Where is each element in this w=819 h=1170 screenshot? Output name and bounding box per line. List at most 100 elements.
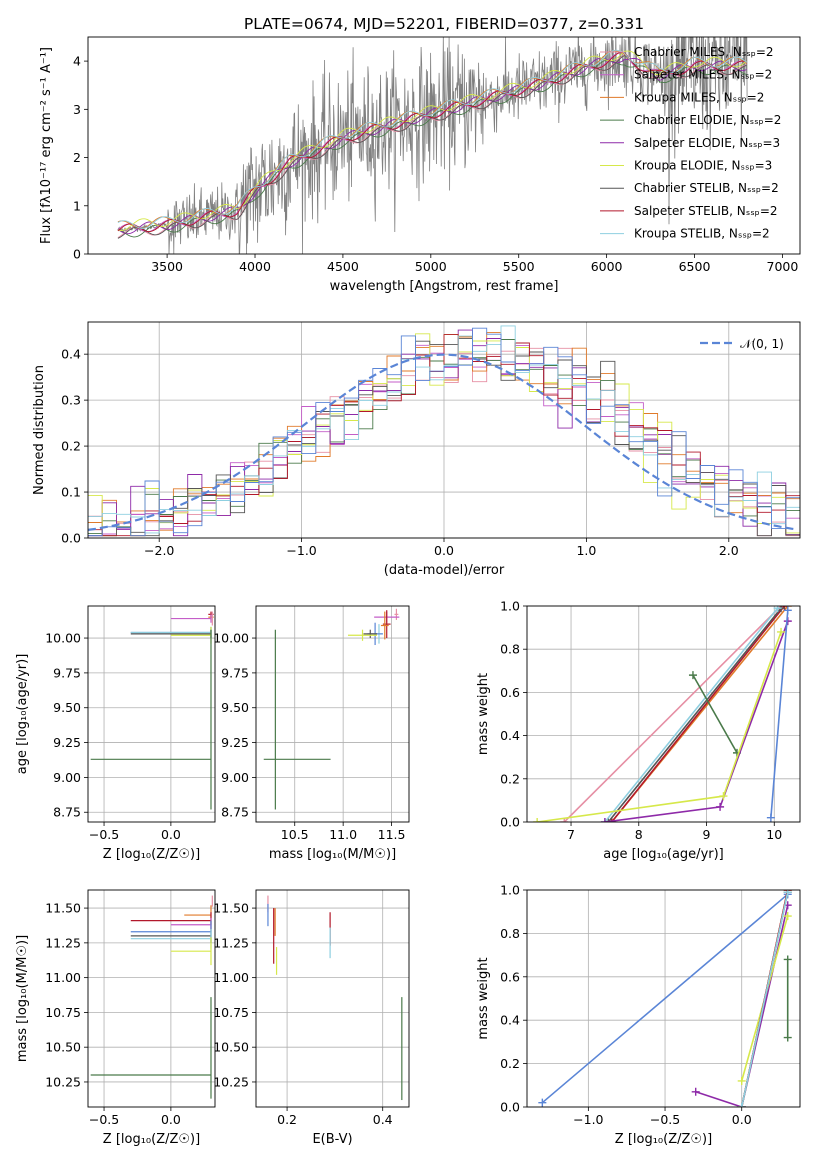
y-tick-label: 1.0 [500,599,520,614]
axes-frame [526,889,801,1108]
y-tick-label: 8.75 [221,805,249,820]
x-tick-label: 0.0 [161,827,181,842]
error-point-3 [380,611,389,640]
weight-marker [688,671,697,680]
legend-label: Salpeter MILES, Nₛₛₚ=2 [634,68,772,82]
axes-frame [87,889,216,1108]
error-point-8 [90,629,212,810]
x-tick-label: 0.4 [373,1112,393,1127]
x-axis-label: Z [log₁₀(Z/Z☉)] [615,1132,712,1147]
y-tick-label: 11.00 [45,970,81,985]
weight-marker [538,1098,547,1107]
plot-area [533,606,792,822]
x-tick-label: 3500 [151,259,183,274]
y-axis-label: age [log₁₀(age/yr)] [15,654,30,775]
axes-frame [87,605,216,823]
y-tick-label: 11.50 [213,901,249,916]
y-tick-label: 9.00 [221,770,249,785]
legend-label: Kroupa ELODIE, Nₛₛₚ=3 [634,159,772,173]
x-tick-label: 8 [635,827,643,842]
weight-line-8 [770,610,789,818]
x-axis-label: wavelength [Angstrom, rest frame] [330,279,559,294]
residual-histogram-8 [88,325,800,534]
y-tick-label: 11.50 [45,901,81,916]
y-tick-label: 10.25 [45,1074,81,1089]
plot-area [263,608,400,810]
weight-marker [783,606,792,615]
y-tick-label: 10.75 [45,1005,81,1020]
x-tick-label: 9 [703,827,711,842]
y-tick-label: 0.3 [61,393,81,408]
plot-area [90,611,214,810]
error-point-6 [363,629,378,639]
y-tick-label: 3 [73,102,81,117]
y-tick-label: 0.4 [500,1013,520,1028]
grid [256,890,409,1107]
axes: 7 8 9 10 0.0 0.2 0.4 0.6 0.8 1.0 age [log₁₀(age/yr… [476,599,801,862]
x-tick-label: −1.0 [573,1112,603,1127]
axes-frame [526,605,801,823]
error-point-8 [263,629,331,810]
y-tick-label: 0.0 [61,531,81,546]
error-point-2 [382,610,391,639]
weight-marker [607,818,616,822]
y-axis-label: Normed distribution [32,365,47,495]
weight-marker [773,606,782,613]
y-tick-label: 9.75 [221,665,249,680]
x-tick-label: −0.5 [89,827,119,842]
y-tick-label: 10.00 [45,631,81,646]
y-tick-label: 4 [73,54,81,69]
y-tick-label: 9.50 [221,700,249,715]
y-tick-label: 10.75 [213,1005,249,1020]
legend-label: Chabrier ELODIE, Nₛₛₚ=2 [634,113,781,127]
y-tick-label: 10.00 [213,631,249,646]
x-axis-label: E(B-V) [312,1132,352,1147]
y-tick-label: 11.00 [213,970,249,985]
axes: −0.5 0.0 10.25 10.50 10.75 11.00 11.25 11.50 Z [… [15,889,216,1147]
x-tick-label: −0.5 [89,1112,119,1127]
panel-age-vs-Z: −0.5 0.0 8.75 9.00 9.25 9.50 9.75 10.00 Z [log₁₀… [15,605,216,862]
error-point-0 [394,608,399,620]
y-tick-label: 0.1 [61,485,81,500]
x-tick-label: 0.0 [161,1112,181,1127]
weight-line-7 [740,892,789,1107]
y-tick-label: 1.0 [500,883,520,898]
panel-mass-vs-EBV: 0.2 0.4 10.25 10.50 10.75 11.00 11.25 11.50 E(B-… [213,889,410,1147]
y-tick-label: 0.0 [500,815,520,830]
plot-area [117,37,748,254]
y-tick-label: 10.50 [45,1040,81,1055]
plot-area [88,325,800,537]
axes: −0.5 0.0 8.75 9.00 9.25 9.50 9.75 10.00 Z [log₁₀… [15,605,216,862]
y-tick-label: 0 [73,247,81,262]
plot-area [538,890,792,1107]
y-tick-label: 11.25 [213,935,249,950]
weight-line-5 [692,674,738,754]
weight-marker [783,912,792,921]
x-tick-label: 1.0 [576,543,596,558]
y-tick-label: 0.4 [500,728,520,743]
y-axis-label: Flux [fλ10⁻¹⁷ erg cm⁻² s⁻¹ A⁻¹] [39,47,54,244]
x-tick-label: 5500 [503,259,535,274]
y-tick-label: 0.0 [500,1100,520,1115]
panel-residuals: −2.0 −1.0 0.0 1.0 2.0 0.0 0.1 0.2 0.3 0.4 (data-mo… [32,321,801,578]
x-tick-label: 11.0 [329,827,357,842]
residual-histogram-9 [88,327,800,537]
weight-marker [533,818,542,822]
weight-marker [716,802,725,811]
panel-mass-weight-vs-Z: −1.0 −0.5 0.0 0.0 0.2 0.4 0.6 0.8 1.0 Z [log₁₀(Z/… [476,883,801,1147]
y-tick-label: 8.75 [53,805,81,820]
legend: Chabrier MILES, Nₛₛₚ=2 Salpeter MILES, Nₛ… [600,45,781,241]
y-axis-label: mass weight [476,673,491,755]
normal-curve [88,353,798,531]
plot-area [267,895,403,1101]
y-tick-label: 0.6 [500,969,520,984]
x-tick-label: 10.5 [281,827,309,842]
panel-mass-weight-vs-age: 7 8 9 10 0.0 0.2 0.4 0.6 0.8 1.0 age [log₁₀(age/yr… [476,599,801,862]
legend-label: Salpeter ELODIE, Nₛₛₚ=3 [634,136,780,150]
x-axis-label: age [log₁₀(age/yr)] [603,847,724,862]
x-tick-label: 6000 [591,259,623,274]
axes-frame [255,605,410,823]
panel-mass-vs-Z: −0.5 0.0 10.25 10.50 10.75 11.00 11.25 11.50 Z [… [15,889,216,1147]
y-tick-label: 11.25 [45,935,81,950]
y-tick-label: 0.2 [61,439,81,454]
